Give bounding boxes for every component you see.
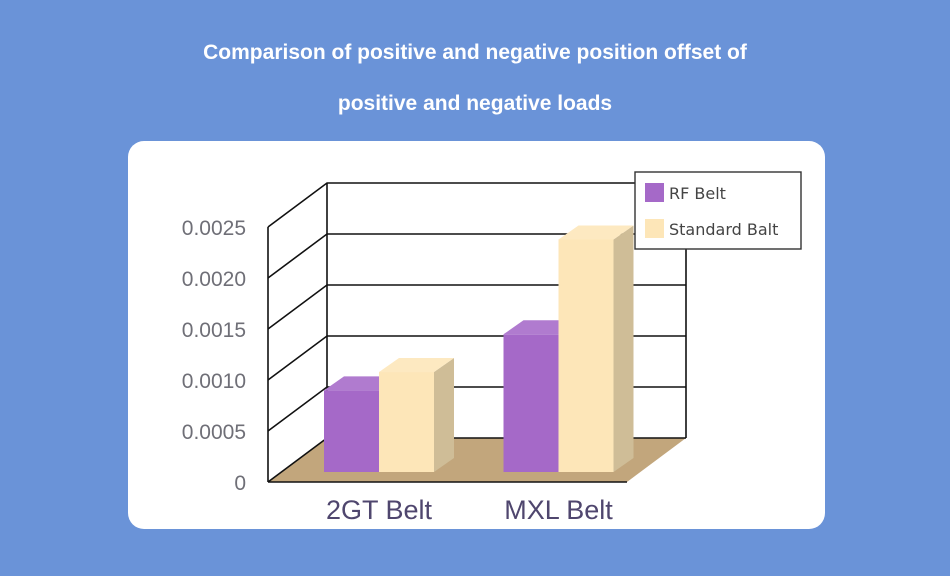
bar-side-face bbox=[434, 358, 454, 472]
bar-top-face bbox=[558, 225, 634, 240]
legend-label: Standard Balt bbox=[669, 220, 778, 239]
legend-swatch bbox=[645, 219, 664, 238]
bar-side-face bbox=[613, 225, 634, 472]
bar-rf-belt bbox=[324, 390, 379, 472]
floor-side-line bbox=[267, 437, 328, 483]
bar-rf-belt bbox=[503, 334, 559, 472]
x-category-label: MXL Belt bbox=[504, 495, 613, 525]
gridline bbox=[267, 182, 686, 228]
y-tick-label: 0 bbox=[234, 472, 246, 495]
y-tick-label: 0.0020 bbox=[182, 268, 246, 291]
legend-swatch bbox=[645, 183, 664, 202]
x-category-label: 2GT Belt bbox=[326, 495, 433, 525]
y-tick-label: 0.0025 bbox=[182, 217, 246, 240]
bar-standard-balt bbox=[558, 239, 614, 472]
bar-top-face bbox=[379, 358, 454, 373]
y-tick-label: 0.0010 bbox=[182, 370, 246, 393]
legend-label: RF Belt bbox=[669, 184, 726, 203]
y-tick-label: 0.0005 bbox=[182, 421, 246, 444]
bar-standard-balt bbox=[379, 372, 434, 472]
chart-title-line-2: positive and negative loads bbox=[337, 92, 613, 115]
y-tick-label: 0.0015 bbox=[182, 319, 246, 342]
chart-title-line-1: Comparison of positive and negative posi… bbox=[203, 41, 747, 64]
